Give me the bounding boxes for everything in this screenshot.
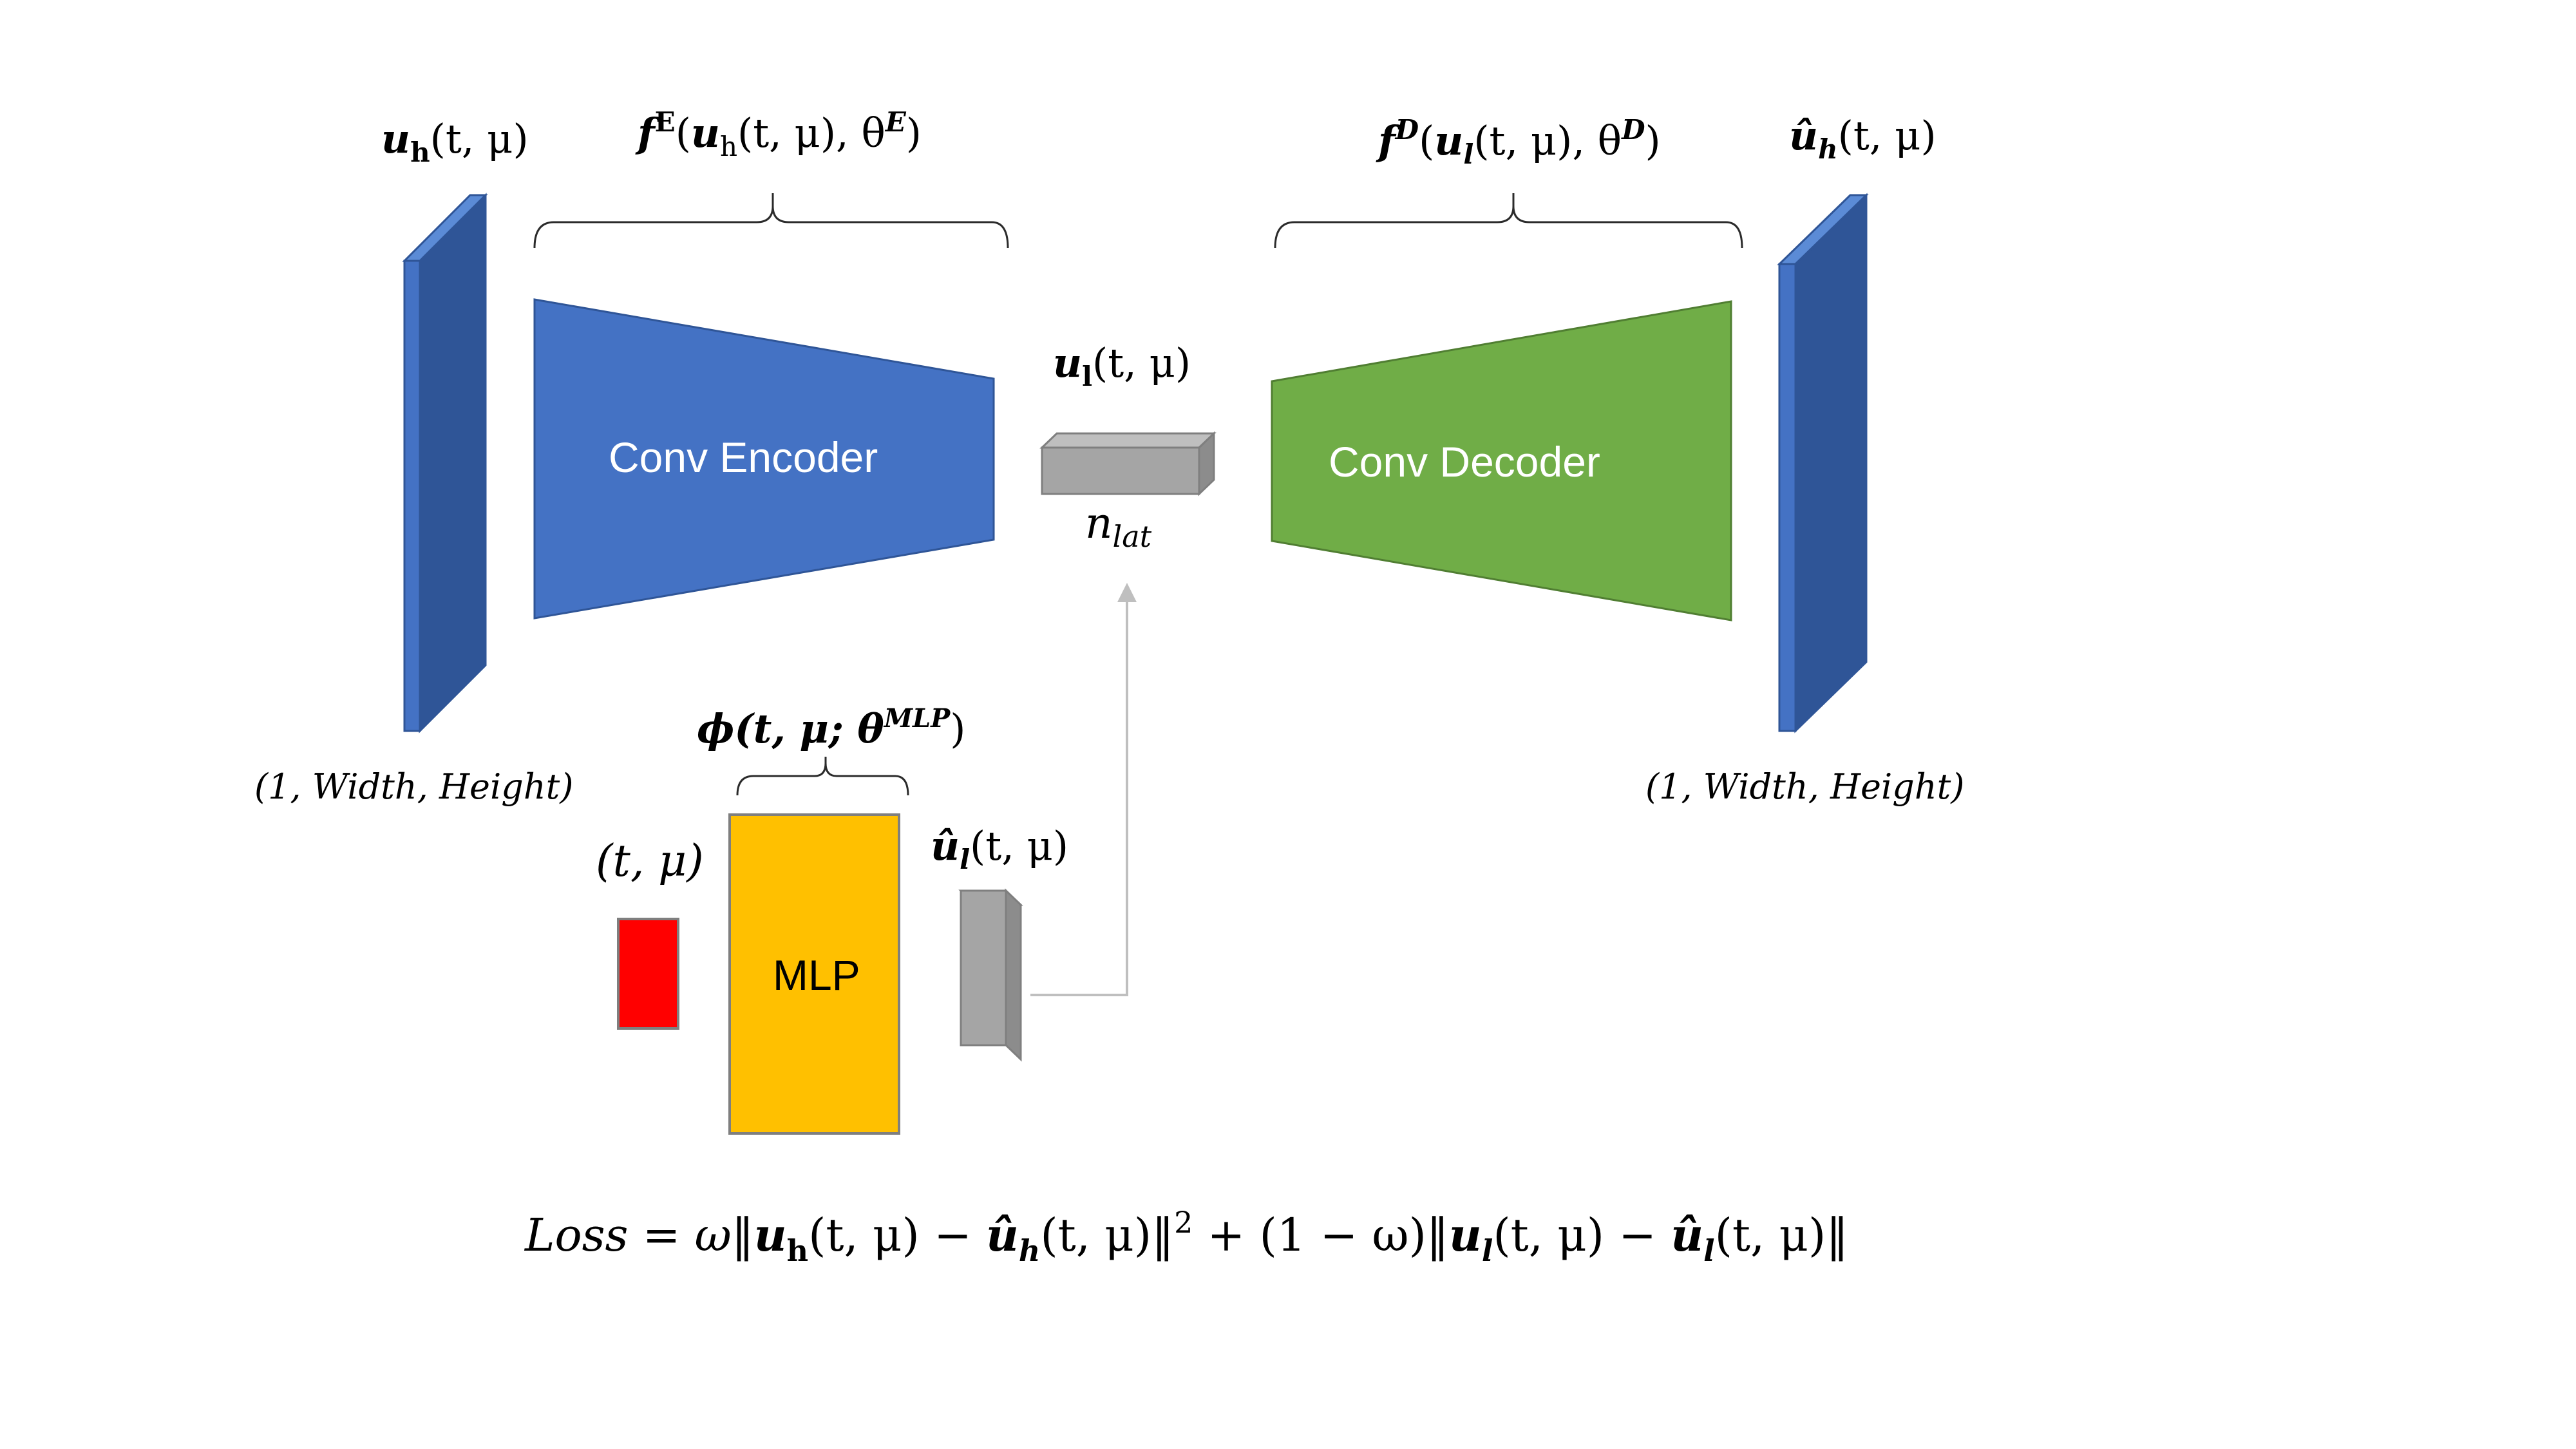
output-layer-dims: (1, Width, Height) <box>1645 766 1964 807</box>
mlp-brace <box>736 757 909 796</box>
mlp-output-vector-side <box>1005 888 1022 1062</box>
input-layer <box>402 193 488 734</box>
latent-vector-front <box>1041 446 1200 495</box>
conv-decoder-label: Conv Decoder <box>1329 438 1600 486</box>
latent-vector <box>1039 431 1217 497</box>
mlp-output-label: ûl(t, μ) <box>931 822 1068 875</box>
mlp-label: MLP <box>773 951 860 999</box>
output-layer-label: ûh(t, μ) <box>1789 112 1937 165</box>
mlp-input-label: (t, μ) <box>596 836 704 887</box>
encoder-brace <box>533 193 1009 249</box>
output-layer-front <box>1778 263 1797 732</box>
conv-encoder-block <box>533 298 995 620</box>
mlp-input-block <box>617 918 679 1030</box>
loss-equation: Loss = ω‖uh(t, μ) − ûh(t, μ)‖2 + (1 − ω)… <box>524 1205 1848 1268</box>
input-layer-dims: (1, Width, Height) <box>254 766 573 807</box>
latent-size-label: nlat <box>1085 498 1152 554</box>
mlp-to-latent-connector <box>1030 602 1128 996</box>
input-layer-label: uh(t, μ) <box>381 115 529 168</box>
mlp-to-latent-arrowhead <box>1117 583 1137 602</box>
input-layer-front <box>403 260 421 732</box>
mlp-block <box>728 813 900 1135</box>
encoder-brace-label: fE(uh(t, μ), θE) <box>635 106 922 162</box>
output-layer-side <box>1794 193 1868 734</box>
decoder-brace-label: fD(ul(t, μ), θD) <box>1376 114 1661 170</box>
mlp-output-vector-front <box>960 889 1007 1046</box>
mlp-output-vector <box>958 888 1023 1062</box>
conv-encoder-label: Conv Encoder <box>609 433 878 481</box>
input-layer-side <box>419 193 487 734</box>
conv-decoder-block <box>1271 300 1732 621</box>
latent-vector-top <box>1039 432 1217 449</box>
mlp-brace-label: ϕ(t, μ; θMLP) <box>697 703 965 752</box>
latent-label: ul(t, μ) <box>1053 339 1191 392</box>
output-layer <box>1777 193 1869 734</box>
decoder-brace <box>1274 193 1743 249</box>
